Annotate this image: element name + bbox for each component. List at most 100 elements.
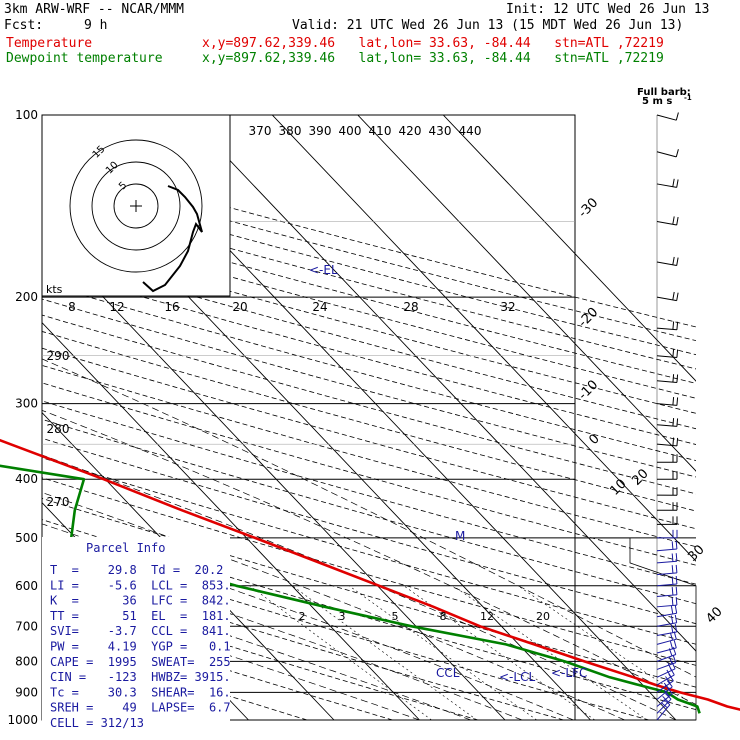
wind-barb <box>656 178 679 188</box>
barb-legend-units: 5 m s <box>642 96 672 107</box>
hodograph-axis-label: 8 <box>68 300 76 314</box>
level-label: M <box>455 529 465 543</box>
wind-barb <box>656 502 678 511</box>
hodograph-ring <box>91 161 181 251</box>
isotherm-label: -20 <box>576 305 602 331</box>
dry-adiabat <box>42 457 696 645</box>
theta-label: 280 <box>47 422 70 436</box>
pressure-label: 100 <box>15 108 38 122</box>
theta-label: 290 <box>47 349 70 363</box>
theta-label: 430 <box>429 124 452 138</box>
hodograph-ring <box>113 183 159 229</box>
theta-label: 420 <box>399 124 422 138</box>
dewpoint-legend: Dewpoint temperature <box>6 51 163 66</box>
wind-barb <box>656 418 679 427</box>
wind-barb <box>656 654 677 670</box>
wind-barb <box>656 687 673 707</box>
mixing-ratio-label: 5 <box>392 610 399 623</box>
wind-barb <box>656 321 679 331</box>
hodograph-axis-label: 24 <box>312 300 327 314</box>
isotherm-label: 30 <box>685 542 707 564</box>
wind-barb <box>656 597 678 608</box>
theta-label: 390 <box>309 124 332 138</box>
dry-adiabat <box>42 195 696 370</box>
isotherm-label: 0 <box>586 431 602 447</box>
dewpoint-station-info: x,y=897.62,339.46 lat,lon= 33.63, -84.44… <box>202 51 664 66</box>
parcel-info-row: PW = 4.19 YGP = 0.1 <box>50 640 231 654</box>
wind-barb <box>656 216 679 226</box>
parcel-info-row: TT = 51 EL = 181. <box>50 609 231 623</box>
mixing-ratio-label: 20 <box>536 610 550 623</box>
hodograph-axis-label: 32 <box>500 300 515 314</box>
parcel-info-row: LI = -5.6 LCL = 853. <box>50 578 231 592</box>
mixing-ratio-label: 12 <box>480 610 494 623</box>
theta-label: 410 <box>369 124 392 138</box>
wind-barb <box>656 397 679 406</box>
init-time: Init: 12 UTC Wed 26 Jun 13 <box>506 2 710 17</box>
parcel-info-row: K = 36 LFC = 842. <box>50 594 231 608</box>
level-label: CCL <box>436 666 460 680</box>
mixing-ratio-label: 3 <box>339 610 346 623</box>
temperature-station-info: x,y=897.62,339.46 lat,lon= 33.63, -84.44… <box>202 36 664 51</box>
hodograph-axis-label: 28 <box>403 300 418 314</box>
parcel-info-panel: Parcel Info T = 29.8 Td = 20.2LI = -5.6 L… <box>42 537 231 730</box>
isotherm-label: -30 <box>576 195 602 221</box>
mixing-ratio-line <box>249 585 432 721</box>
wind-barb <box>656 564 678 576</box>
isotherm-label: 10 <box>607 476 629 498</box>
dry-adiabat <box>42 437 696 625</box>
level-label: <-LCL <box>499 670 535 684</box>
isotherm <box>42 231 506 721</box>
dry-adiabat <box>42 382 696 566</box>
parcel-info-row: CAPE = 1995 SWEAT= 255 <box>50 655 231 669</box>
pressure-label: 1000 <box>7 713 38 727</box>
pressure-label: 700 <box>15 619 38 633</box>
parcel-info-row: Tc = 30.3 SHEAR= 16. <box>50 685 231 699</box>
theta-label: 400 <box>339 124 362 138</box>
isotherm <box>357 115 696 472</box>
dry-adiabat <box>42 519 696 711</box>
isotherm <box>42 411 335 721</box>
dry-adiabat <box>42 497 696 688</box>
isotherm-label: 40 <box>703 604 725 626</box>
valid-time: Valid: 21 UTC Wed 26 Jun 13 (15 MDT Wed … <box>292 18 684 33</box>
moist-adiabat <box>42 492 625 721</box>
dry-adiabat <box>42 400 696 585</box>
pressure-label: 200 <box>15 290 38 304</box>
barb-legend-exponent: -1 <box>684 94 692 102</box>
wind-barb <box>656 349 679 358</box>
mixing-ratio-line <box>292 585 478 721</box>
wind-barb <box>656 614 678 627</box>
wind-barb <box>656 540 678 552</box>
moist-adiabat <box>42 409 696 705</box>
pressure-label: 400 <box>15 472 38 486</box>
wind-barb <box>656 661 676 678</box>
pressure-label: 800 <box>15 654 38 668</box>
parcel-info-row: T = 29.8 Td = 20.2 <box>50 563 223 577</box>
parcel-info-row: SVI= -3.7 CCL = 841. <box>50 624 231 638</box>
wind-barb <box>656 112 679 121</box>
hodograph-trace <box>142 185 203 293</box>
wind-barb <box>656 256 679 266</box>
hodograph-axis-label: 20 <box>232 300 247 314</box>
wind-barb <box>656 487 678 496</box>
moist-adiabat <box>42 454 677 721</box>
wind-barb <box>656 291 679 302</box>
mixing-ratio-line <box>403 585 596 721</box>
wind-barb <box>656 149 679 158</box>
theta-label: 370 <box>249 124 272 138</box>
level-label: <-EL <box>309 263 338 277</box>
temperature-legend: Temperature <box>6 36 93 51</box>
isotherm <box>42 321 420 721</box>
dry-adiabat <box>42 563 564 721</box>
level-label: <-LFC <box>551 666 587 680</box>
pressure-label: 500 <box>15 531 38 545</box>
dry-adiabat <box>42 611 393 721</box>
mixing-ratio-label: 2 <box>299 610 306 623</box>
hodograph-axis-label: 12 <box>109 300 124 314</box>
mixing-ratio-line <box>348 585 537 721</box>
temperature-line <box>0 438 740 711</box>
wind-barb <box>656 374 679 383</box>
wind-barb <box>656 437 679 447</box>
theta-label: 440 <box>459 124 482 138</box>
